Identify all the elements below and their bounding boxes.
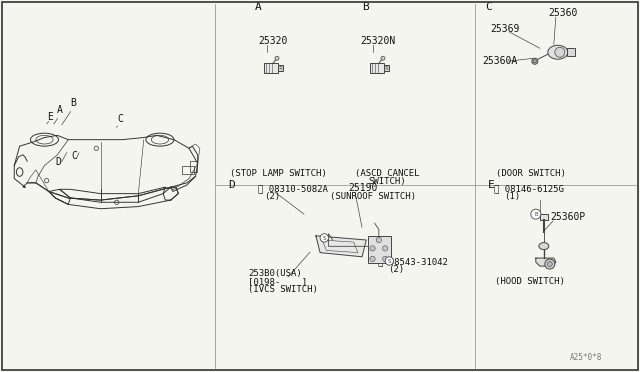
Text: D: D (55, 157, 61, 167)
Text: C: C (71, 151, 77, 161)
Bar (278, 65, 283, 71)
Circle shape (383, 246, 388, 251)
Bar (264, 63, 278, 73)
Circle shape (370, 256, 375, 262)
Circle shape (385, 257, 394, 265)
Circle shape (320, 234, 328, 242)
Text: 25320N: 25320N (360, 36, 396, 46)
Text: C: C (485, 2, 492, 12)
Text: C: C (117, 114, 123, 124)
Text: A: A (57, 105, 63, 115)
Text: (STOP LAMP SWITCH): (STOP LAMP SWITCH) (230, 169, 327, 178)
Text: 25360A: 25360A (482, 56, 517, 66)
Text: S: S (323, 236, 326, 241)
Text: Ⓢ 08543-31042: Ⓢ 08543-31042 (378, 257, 448, 266)
Circle shape (370, 246, 375, 251)
Text: 25369: 25369 (490, 24, 519, 34)
Text: S: S (388, 259, 391, 264)
Circle shape (383, 256, 388, 262)
Polygon shape (316, 236, 366, 257)
Circle shape (532, 58, 538, 64)
Bar (182, 166, 195, 174)
Ellipse shape (548, 45, 568, 59)
Bar (370, 63, 384, 73)
Text: SWITCH): SWITCH) (368, 177, 406, 186)
Ellipse shape (539, 243, 549, 250)
Text: E: E (47, 112, 53, 122)
Text: E: E (488, 180, 495, 190)
Circle shape (531, 209, 541, 219)
Text: (SUNROOF SWITCH): (SUNROOF SWITCH) (330, 192, 416, 201)
Circle shape (381, 56, 385, 60)
Text: (1): (1) (504, 192, 520, 201)
Text: 25320: 25320 (258, 36, 287, 46)
Text: B: B (70, 98, 76, 108)
Circle shape (275, 56, 279, 60)
Ellipse shape (555, 47, 565, 57)
Text: 253B0(USA): 253B0(USA) (248, 269, 302, 278)
Text: B: B (534, 212, 538, 217)
Text: 25360P: 25360P (550, 212, 585, 222)
Text: (ASCD CANCEL: (ASCD CANCEL (355, 169, 419, 178)
Bar (567, 48, 575, 56)
Text: 25190: 25190 (348, 183, 378, 193)
Bar (384, 65, 389, 71)
Text: Ⓢ 08310-5082A: Ⓢ 08310-5082A (258, 184, 328, 193)
Text: A25*0*8: A25*0*8 (570, 353, 602, 362)
Bar (540, 214, 548, 220)
Text: (DOOR SWITCH): (DOOR SWITCH) (496, 169, 566, 178)
Text: (2): (2) (388, 265, 404, 274)
Text: B: B (362, 2, 369, 12)
Text: (2): (2) (264, 192, 280, 201)
Text: [0198-    ]: [0198- ] (248, 277, 307, 286)
Circle shape (547, 262, 552, 267)
Bar (369, 236, 392, 263)
Text: D: D (228, 180, 235, 190)
Text: 25360: 25360 (548, 8, 577, 18)
Polygon shape (536, 258, 556, 266)
Bar (190, 161, 196, 172)
Text: (HOOD SWITCH): (HOOD SWITCH) (495, 277, 564, 286)
Circle shape (545, 259, 555, 269)
Text: A: A (255, 2, 262, 12)
Text: (IVCS SWITCH): (IVCS SWITCH) (248, 285, 318, 294)
Circle shape (376, 237, 381, 243)
Text: Ⓑ 08146-6125G: Ⓑ 08146-6125G (494, 184, 564, 193)
